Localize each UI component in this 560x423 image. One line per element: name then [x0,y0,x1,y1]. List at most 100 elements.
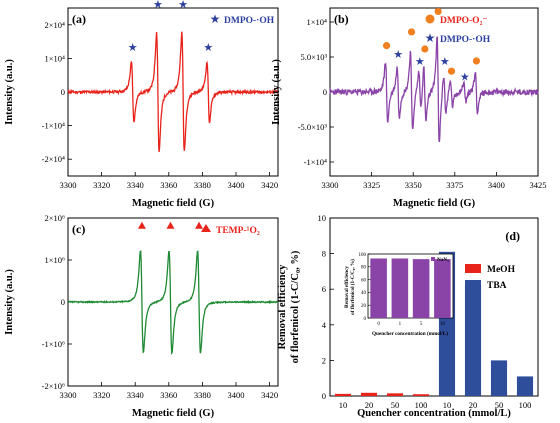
x-tick-label: 3425 [530,180,547,190]
peak-marker-circle [421,45,429,53]
plot-frame [329,217,539,397]
x-tick-label: 3375 [446,180,463,190]
y-axis-title-line1: Removal efficiency [277,264,288,350]
inset-y-tick-label: 40 [361,291,367,296]
legend-label-tba: TBA [487,281,507,291]
inset-x-tick-label: 0 [377,322,380,327]
legend-marker-triangle [201,224,211,232]
bar-tba [516,376,534,396]
x-tick-label: 10 [339,400,348,410]
y-axis-title: Intensity (a.u.) [4,59,15,125]
x-tick-label: 3300 [60,180,77,190]
x-tick-label: 3380 [194,390,211,400]
x-axis-title: Magnetic field (G) [132,198,215,209]
peak-marker-star: ★ [203,42,213,54]
x-axis-title: Magnetic field (G) [132,408,215,419]
legend-swatch-tba [465,280,481,289]
y-tick-label: -1×10⁴ [42,121,65,131]
y-tick-label: 0 [61,297,65,307]
y-tick-label: 2×10⁶ [44,213,65,223]
panel-label: (a) [72,12,86,26]
inset-y-tick-label: 60 [361,278,367,283]
bar-tba [464,285,482,396]
inset-y-tick-label: 100 [359,253,367,258]
y-tick-label: 2×10⁴ [44,20,65,30]
inset-y-axis-title-line1: Removal efficiency [344,266,350,308]
peak-marker-triangle [166,221,175,229]
x-tick-label: 3400 [228,390,245,400]
inset-y-tick-label: 20 [361,304,367,309]
x-axis-title: Magnetic field (G) [393,198,476,209]
bar-tba [490,360,508,396]
inset-y-tick-label: 80 [361,266,367,271]
x-tick-label: 3320 [93,390,110,400]
epr-spectrum-line [67,31,279,153]
y-tick-label: 1×10⁴ [306,17,327,27]
inset-legend-swatch [431,257,435,261]
peak-marker-circle [434,7,442,16]
peak-marker-star: ★ [415,56,425,68]
inset-x-axis: 0 1 5 10 [377,322,445,327]
peak-markers: ★ ★ ★ ★ [382,7,481,83]
inset-x-tick-label: 5 [420,322,423,327]
bar-meoh [412,394,430,396]
panel-label: (c) [72,222,85,236]
inset-bar [391,258,409,318]
y-tick-label: 1×10⁶ [44,255,65,265]
panel-label: (b) [334,12,349,26]
peak-marker-star: ★ [128,42,138,54]
y-tick-label: 0 [322,391,326,401]
inset-chart: 0 20 40 60 80 100 0 1 5 10 NaN₃ Quencher concent… [344,253,454,337]
x-tick-label: 20 [469,400,478,410]
legend-label-dmpo-oh: DMPO-·OH [440,35,491,45]
x-tick-label: 3420 [261,180,278,190]
peak-marker-circle [407,28,416,36]
legend-label-temp-1o2: TEMP-¹O₂ [216,226,260,236]
y-tick-label: 2 [322,355,326,365]
inset-bar [434,259,451,318]
legend: TEMP-¹O₂ [201,224,260,236]
y-tick-label: 0 [323,87,327,97]
panel-b: 1×10⁴ 5.0×10³ 0 -5.0×10³ -1×10⁴ 3300 3325 3350… [271,7,547,209]
inset-bars [370,258,451,318]
peak-marker-triangle [137,221,146,229]
x-axis: 3300 3320 3340 3360 3380 3400 3420 [60,172,278,190]
x-tick-label: 3400 [488,180,505,190]
x-tick-label: 3300 [322,180,339,190]
inset-x-tick-label: 1 [399,322,402,327]
y-tick-label: -2×10⁴ [42,154,65,164]
peak-marker-triangle [195,221,204,229]
peak-marker-star: ★ [460,71,470,83]
peak-marker-star: ★ [393,49,403,61]
legend: MeOH TBA [465,264,516,291]
x-tick-label: 3380 [194,180,211,190]
y-tick-label: 10 [318,213,327,223]
x-tick-label: 50 [495,400,504,410]
x-axis: 3300 3320 3340 3360 3380 3400 3420 [60,382,278,400]
x-tick-label: 3360 [160,180,177,190]
legend-swatch-meoh [465,264,481,273]
legend-label-dmpo-o2: DMPO-O₂⁻ [440,16,487,26]
inset-legend-label: NaN₃ [437,257,449,263]
y-axis: 1×10⁴ 5.0×10³ 0 -5.0×10³ -1×10⁴ [298,17,334,167]
peak-marker-circle [382,41,391,50]
epr-spectrum-line [67,250,279,356]
x-axis: 3300 3325 3350 3375 3400 3425 [322,172,547,190]
x-tick-label: 3300 [60,390,77,400]
inset-x-tick-label: 10 [440,322,446,327]
y-tick-label: 1×10⁴ [44,53,65,63]
y-axis: 2×10⁴ 1×10⁴ 0 -1×10⁴ -2×10⁴ [42,20,72,164]
y-axis: 0 2 4 6 8 10 [318,213,334,401]
inset-y-axis-title-line2: of florfenicol (1-C/C₀, %) [349,259,356,315]
peak-marker-star: ★ [440,56,450,68]
x-axis-title: Quencher concentration (mmol/L) [357,408,511,419]
x-tick-label: 3350 [405,180,422,190]
x-axis: 10 20 50 100 10 20 50 100 [339,400,532,410]
bar-meoh [334,393,352,396]
y-tick-label: -5.0×10³ [298,122,328,132]
legend-label-meoh: MeOH [487,265,516,275]
legend: ★ DMPO-·OH [210,12,275,26]
inset-x-axis-title: Quencher concentration (mmol/L) [372,330,448,337]
inset-y-axis: 0 20 40 60 80 100 [359,253,371,322]
